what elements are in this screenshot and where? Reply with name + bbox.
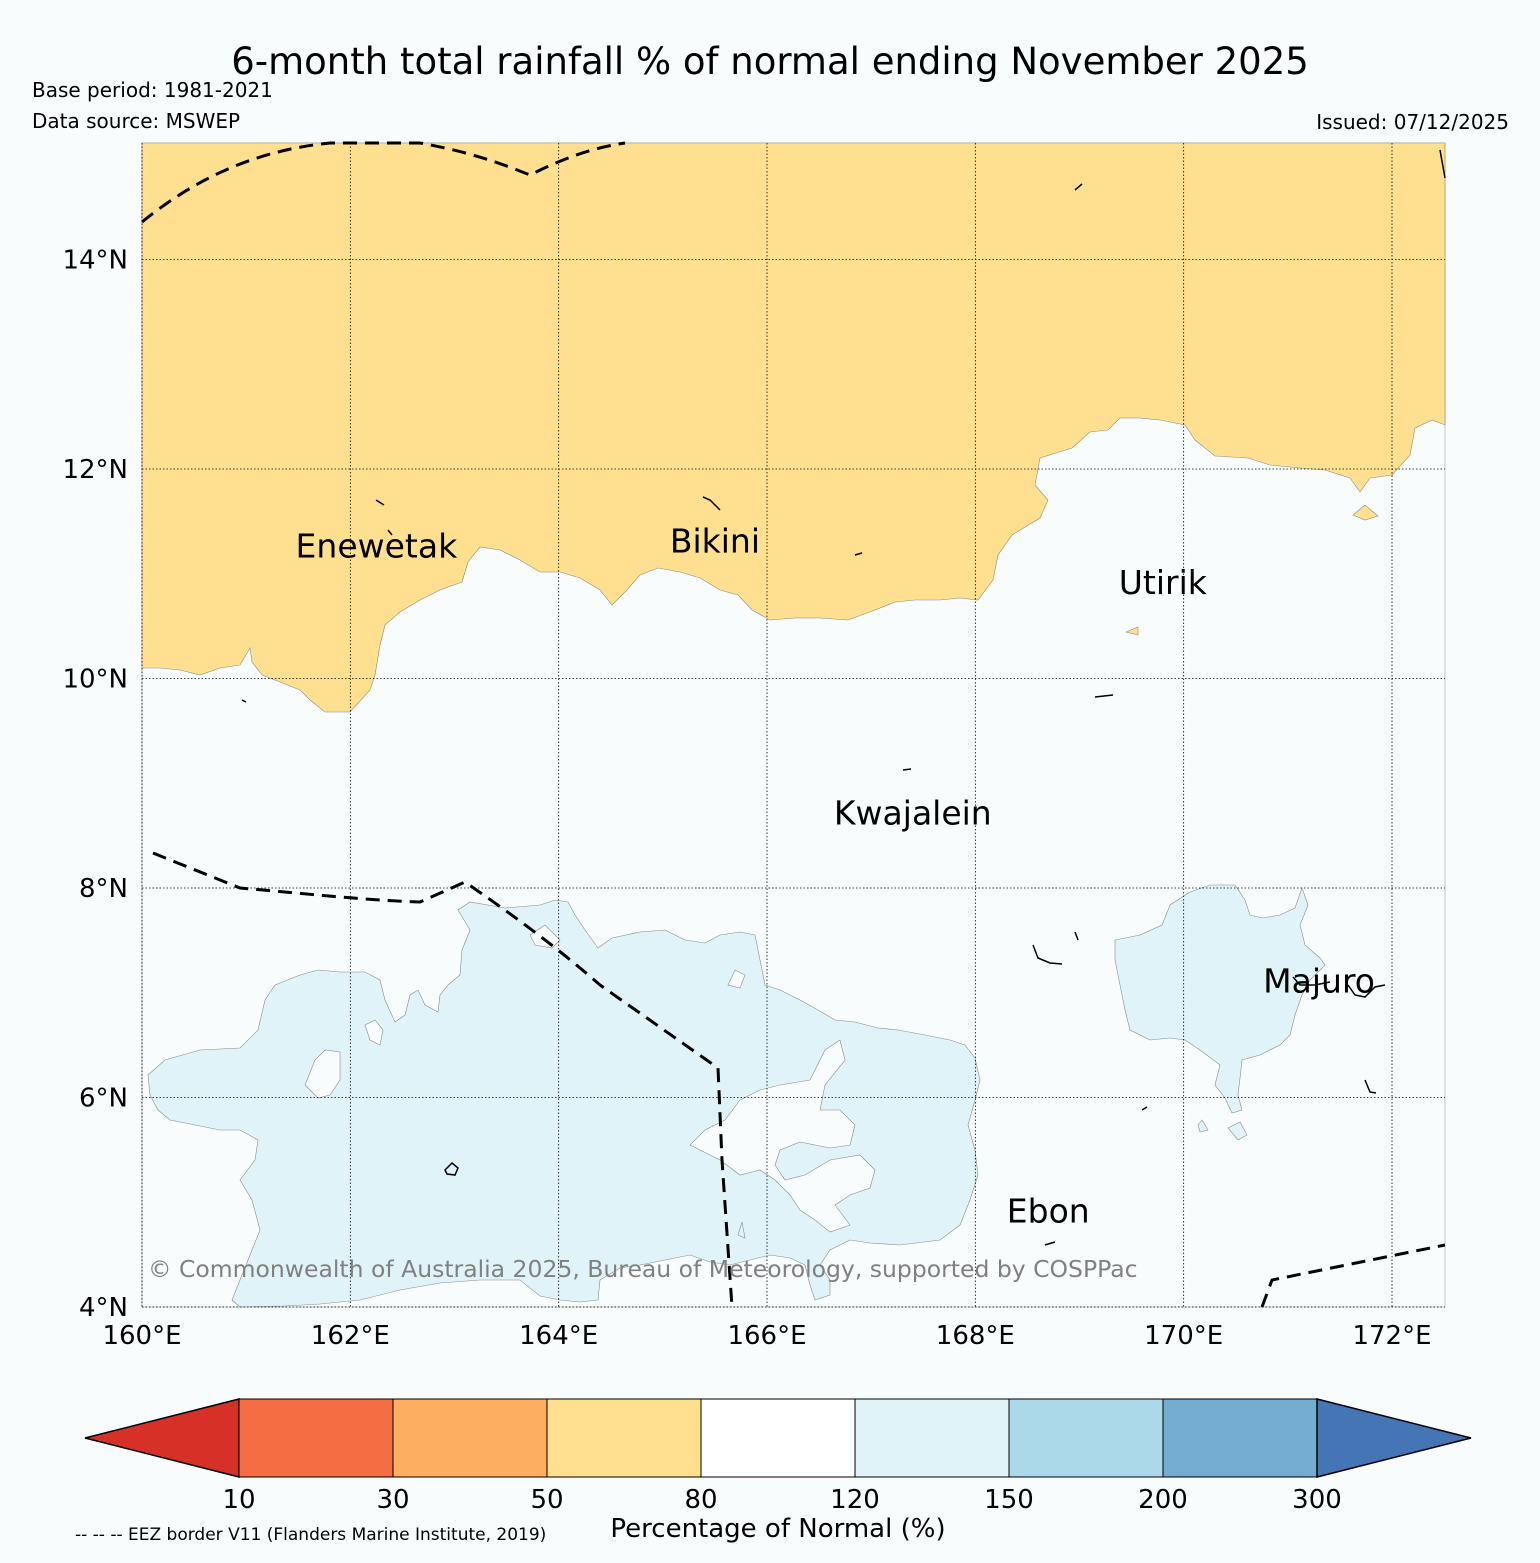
colorbar-tick-label: 300	[1292, 1485, 1342, 1515]
longitude-tick-label: 166°E	[727, 1321, 806, 1351]
longitude-tick-label: 160°E	[102, 1321, 181, 1351]
place-label-ebon: Ebon	[1007, 1192, 1090, 1231]
near-normal-hole	[529, 924, 561, 949]
colorbar-segment	[700, 1398, 856, 1478]
colorbar-tick-label: 50	[530, 1485, 563, 1515]
latitude-tick-label: 10°N	[62, 665, 128, 695]
colorbar-tick-label: 30	[376, 1485, 409, 1515]
longitude-tick-label: 170°E	[1144, 1321, 1223, 1351]
below-normal-patch	[1125, 626, 1139, 636]
above-normal-rainfall-region	[1114, 884, 1326, 1114]
data-source-label: Data source: MSWEP	[32, 109, 241, 133]
latitude-tick-label: 14°N	[62, 246, 128, 276]
axis-labels: 160°E 162°E 164°E 166°E 168°E 170°E 172°E 4°N 6°…	[62, 246, 1431, 1352]
above-normal-patch	[1197, 1119, 1209, 1133]
near-normal-hole	[689, 1039, 876, 1233]
longitude-tick-label: 172°E	[1352, 1321, 1431, 1351]
colorbar-label: Percentage of Normal (%)	[610, 1514, 945, 1544]
colorbar-segment	[546, 1398, 702, 1478]
colorbar-segment	[854, 1398, 1010, 1478]
island-coastlines	[241, 149, 1446, 1246]
eez-legend-note: -- -- -- EEZ border V11 (Flanders Marine…	[75, 1525, 546, 1545]
latitude-tick-label: 6°N	[79, 1084, 128, 1114]
colorbar-tick-label: 10	[222, 1485, 255, 1515]
colorbar-under-arrow	[84, 1398, 240, 1478]
colorbar-tick-label: 150	[984, 1485, 1034, 1515]
colorbar-tick-label: 80	[684, 1485, 717, 1515]
colorbar-segment	[238, 1398, 394, 1478]
copyright-notice: © Commonwealth of Australia 2025, Bureau…	[148, 1255, 1138, 1283]
map-title: 6-month total rainfall % of normal endin…	[231, 40, 1309, 83]
latitude-tick-label: 4°N	[79, 1293, 128, 1323]
colorbar-segment	[392, 1398, 548, 1478]
colorbar-segment	[1008, 1398, 1164, 1478]
issued-date-label: Issued: 07/12/2025	[1316, 110, 1509, 134]
eez-border-lines	[141, 141, 1446, 1308]
below-normal-rainfall-region	[141, 142, 1446, 713]
place-label-kwajalein: Kwajalein	[834, 794, 992, 833]
graticule-lines	[141, 143, 1445, 1308]
colorbar-segment	[1162, 1398, 1318, 1478]
place-labels: Enewetak Bikini Utirik Kwajalein Majuro Ebon	[296, 521, 1375, 1230]
below-normal-patch	[1352, 504, 1379, 521]
near-normal-hole	[727, 969, 746, 989]
above-normal-rainfall-region	[147, 899, 981, 1308]
colorbar-tick-label: 200	[1138, 1485, 1188, 1515]
latitude-tick-label: 12°N	[62, 455, 128, 485]
longitude-tick-label: 162°E	[311, 1321, 390, 1351]
near-normal-hole	[304, 1049, 341, 1099]
above-normal-patch	[1227, 1121, 1248, 1141]
place-label-enewetak: Enewetak	[296, 527, 459, 566]
colorbar-tick-label: 120	[830, 1485, 880, 1515]
place-label-bikini: Bikini	[670, 521, 760, 560]
near-normal-hole	[364, 1019, 384, 1046]
place-label-majuro: Majuro	[1263, 961, 1375, 1000]
colorbar-over-arrow	[1316, 1398, 1472, 1478]
above-normal-patch	[737, 1221, 746, 1239]
latitude-tick-label: 8°N	[79, 874, 128, 904]
colorbar: 10 30 50 80 120 150 200 300	[84, 1398, 1472, 1515]
longitude-tick-label: 164°E	[519, 1321, 598, 1351]
longitude-tick-label: 168°E	[936, 1321, 1015, 1351]
place-label-utirik: Utirik	[1119, 563, 1208, 602]
base-period-label: Base period: 1981-2021	[32, 78, 273, 102]
